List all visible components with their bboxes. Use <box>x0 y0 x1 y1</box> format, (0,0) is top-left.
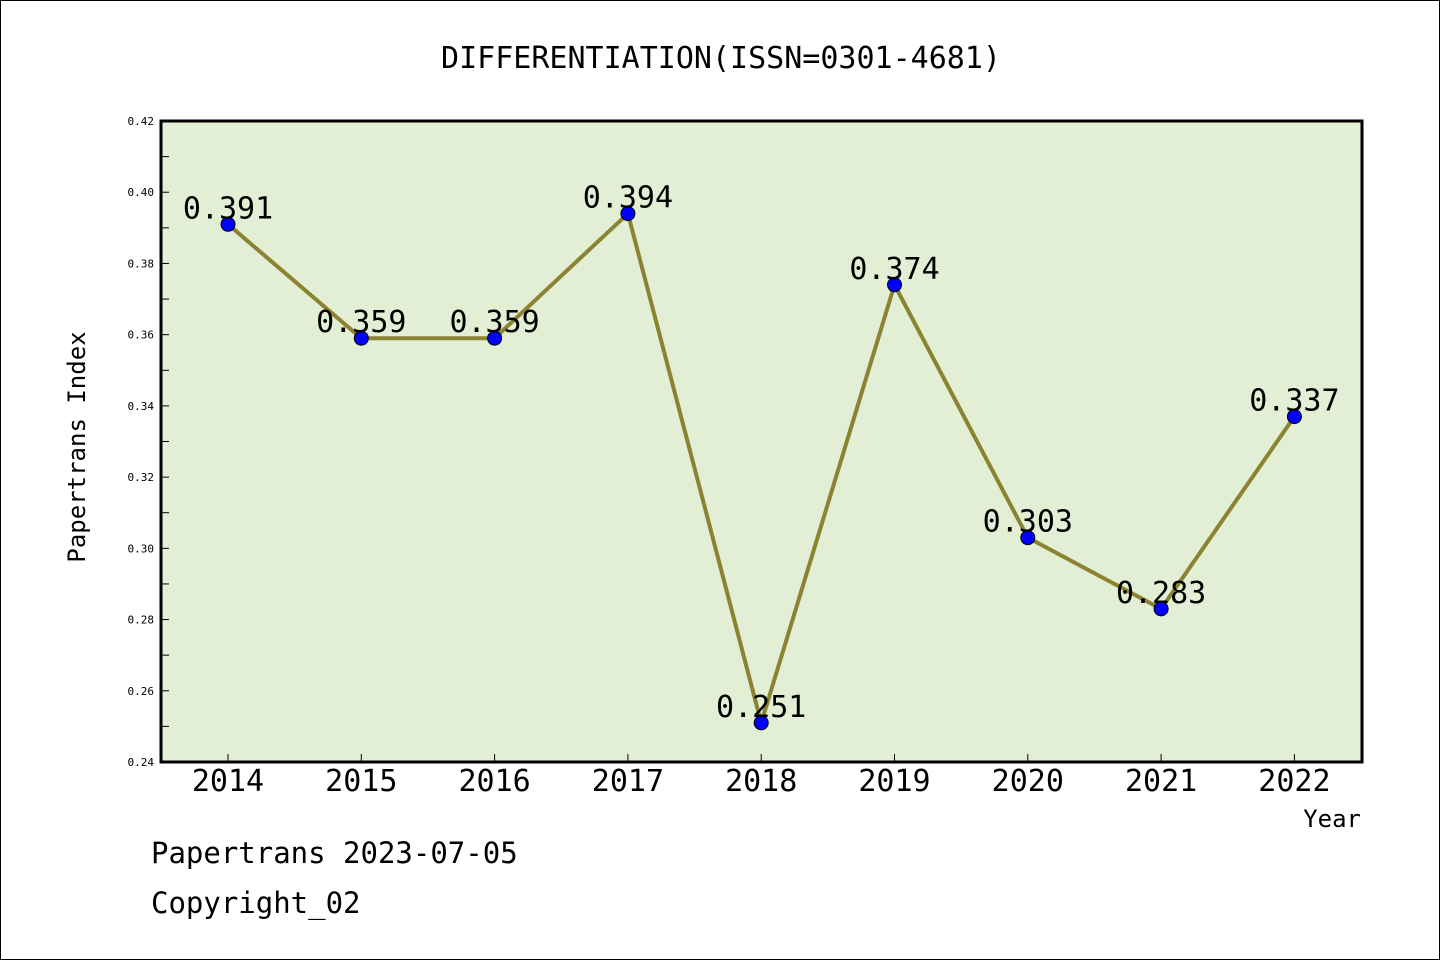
data-label: 0.303 <box>983 505 1073 540</box>
x-tick-label: 2019 <box>858 764 930 799</box>
data-point <box>1286 409 1302 425</box>
y-tick-label: 0.24 <box>128 756 155 769</box>
data-label: 0.251 <box>716 690 806 725</box>
x-tick-label: 2022 <box>1258 764 1330 799</box>
data-point <box>487 330 503 346</box>
data-point <box>753 715 769 731</box>
data-label: 0.283 <box>1116 576 1206 611</box>
y-tick-label: 0.36 <box>128 329 155 342</box>
x-tick-label: 2014 <box>192 764 264 799</box>
data-label: 0.337 <box>1249 384 1339 419</box>
data-labels: 0.391 0.359 0.359 0.394 0.251 0.374 0.303 0.283… <box>183 181 1340 725</box>
x-tick-label: 2017 <box>592 764 664 799</box>
data-point <box>1153 601 1169 617</box>
data-label: 0.394 <box>583 181 673 216</box>
footer-date-text: Papertrans 2023-07-05 <box>151 836 518 870</box>
x-tick-label: 2015 <box>325 764 397 799</box>
data-point <box>220 216 236 232</box>
footer-copyright-text: Copyright_02 <box>151 886 361 920</box>
data-point <box>1020 530 1036 546</box>
data-label: 0.359 <box>449 305 539 340</box>
x-tick-label: 2020 <box>992 764 1064 799</box>
y-tick-label: 0.40 <box>128 186 155 199</box>
y-tick-label: 0.28 <box>128 614 155 627</box>
axes: 0.24 0.26 0.28 0.30 0.32 0.34 0.36 0.38 0.40 0.42… <box>128 115 1331 799</box>
data-label: 0.374 <box>849 252 939 287</box>
y-tick-label: 0.42 <box>128 115 155 128</box>
y-tick-label: 0.26 <box>128 685 155 698</box>
x-tick-label: 2016 <box>458 764 530 799</box>
x-axis-label: Year <box>1303 805 1361 833</box>
data-label: 0.359 <box>316 305 406 340</box>
data-point <box>887 277 902 293</box>
y-tick-label: 0.38 <box>128 257 155 270</box>
x-tick-label: 2018 <box>725 764 797 799</box>
chart-title: DIFFERENTIATION(ISSN=0301-4681) <box>441 41 1001 76</box>
data-point <box>353 330 369 346</box>
y-axis-label: Papertrans Index <box>63 331 91 562</box>
y-tick-label: 0.32 <box>128 471 155 484</box>
data-series <box>220 206 1302 731</box>
data-label: 0.391 <box>183 191 273 226</box>
x-tick-label: 2021 <box>1125 764 1197 799</box>
plot-area <box>161 121 1362 762</box>
y-tick-label: 0.30 <box>128 542 155 555</box>
plot-border <box>159 119 1364 764</box>
y-tick-label: 0.34 <box>128 400 155 413</box>
data-point <box>620 206 636 222</box>
